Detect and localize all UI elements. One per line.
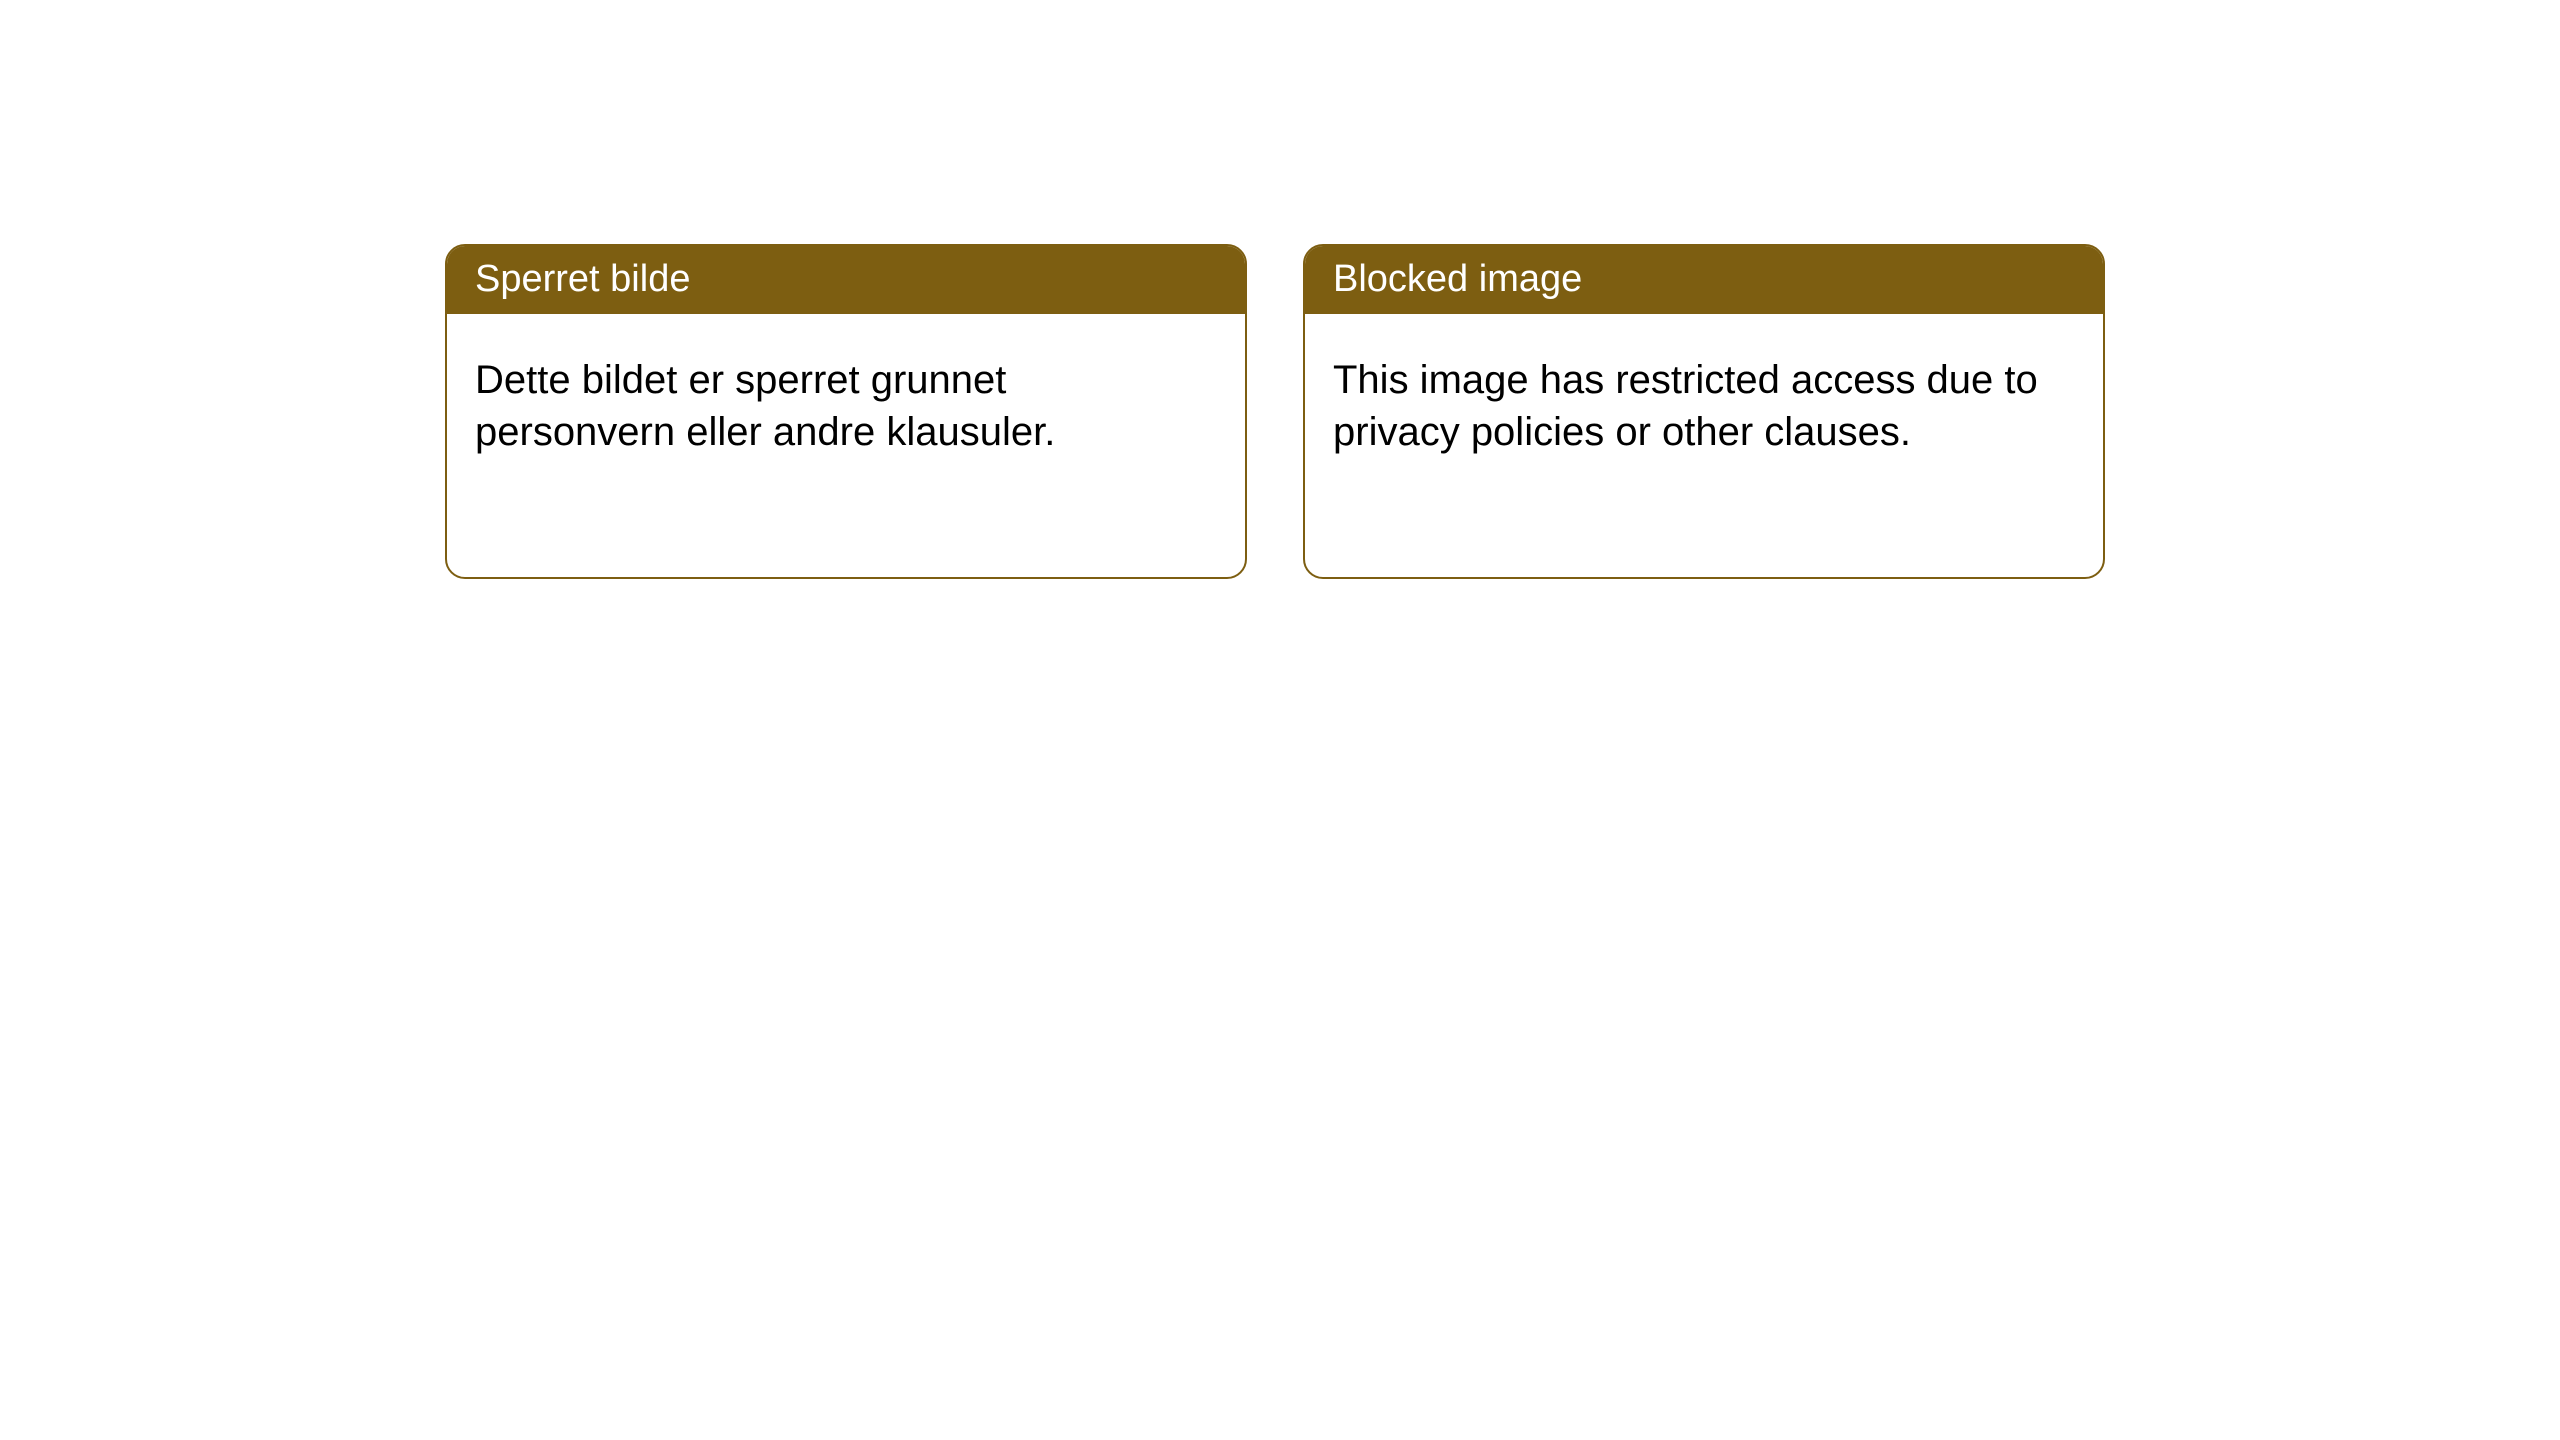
card-body: This image has restricted access due to … xyxy=(1305,314,2103,486)
notice-card-english: Blocked image This image has restricted … xyxy=(1303,244,2105,579)
card-header: Sperret bilde xyxy=(447,246,1245,314)
card-body: Dette bildet er sperret grunnet personve… xyxy=(447,314,1245,486)
notice-card-norwegian: Sperret bilde Dette bildet er sperret gr… xyxy=(445,244,1247,579)
notice-cards-container: Sperret bilde Dette bildet er sperret gr… xyxy=(445,244,2105,579)
card-header: Blocked image xyxy=(1305,246,2103,314)
